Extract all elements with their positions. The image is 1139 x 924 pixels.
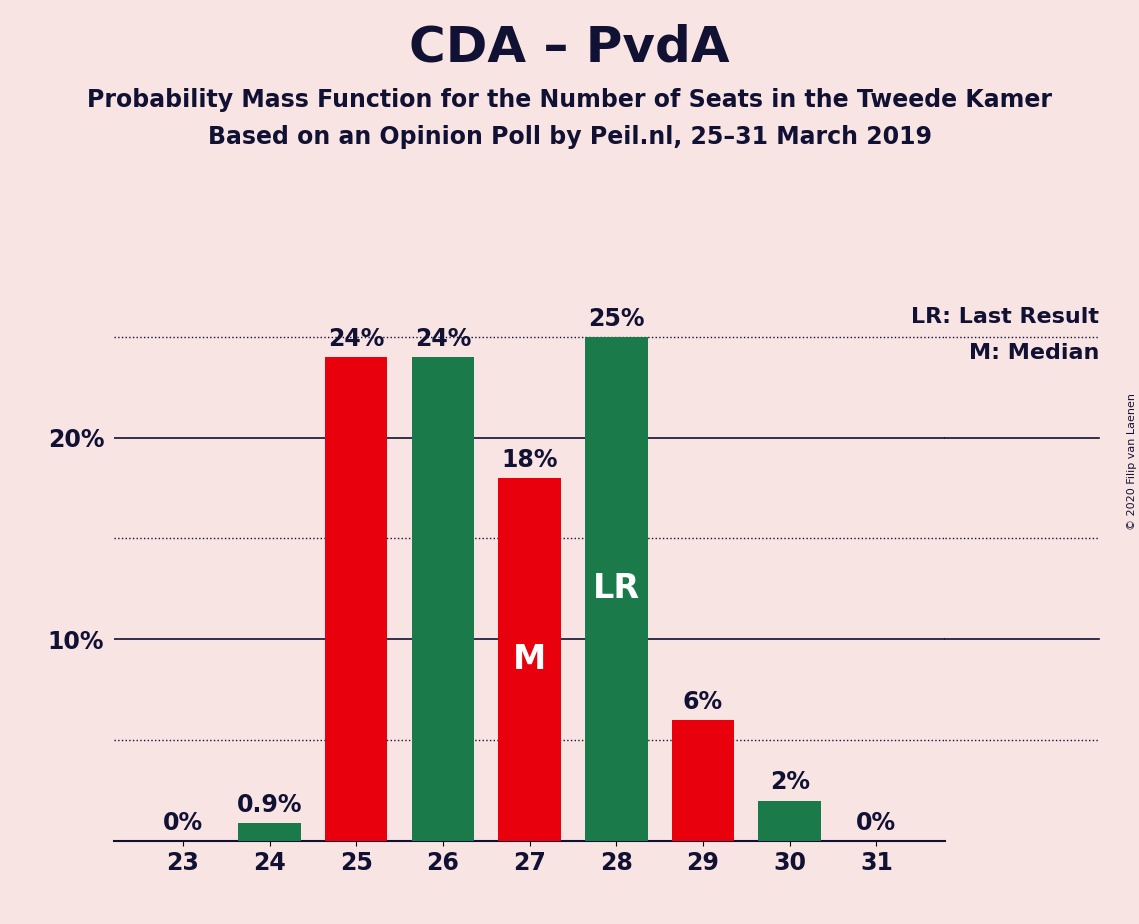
Bar: [499, 478, 560, 841]
Bar: [238, 822, 301, 841]
Text: CDA – PvdA: CDA – PvdA: [409, 23, 730, 71]
Bar: [759, 800, 821, 841]
Text: 2%: 2%: [770, 771, 810, 795]
Text: 24%: 24%: [415, 327, 472, 351]
Text: © 2020 Filip van Laenen: © 2020 Filip van Laenen: [1126, 394, 1137, 530]
Bar: [411, 357, 474, 841]
Text: 25%: 25%: [588, 307, 645, 331]
Text: Probability Mass Function for the Number of Seats in the Tweede Kamer: Probability Mass Function for the Number…: [87, 88, 1052, 112]
Text: LR: LR: [592, 572, 640, 605]
Text: 18%: 18%: [501, 448, 558, 472]
Text: 0%: 0%: [857, 810, 896, 834]
Bar: [585, 337, 648, 841]
Text: 0%: 0%: [163, 810, 203, 834]
Bar: [325, 357, 387, 841]
Text: 0.9%: 0.9%: [237, 793, 302, 817]
Text: LR: Last Result: LR: Last Result: [911, 307, 1099, 327]
Text: Based on an Opinion Poll by Peil.nl, 25–31 March 2019: Based on an Opinion Poll by Peil.nl, 25–…: [207, 125, 932, 149]
Text: 24%: 24%: [328, 327, 385, 351]
Text: M: M: [513, 643, 547, 675]
Bar: [672, 720, 735, 841]
Text: 6%: 6%: [683, 690, 723, 714]
Text: M: Median: M: Median: [969, 343, 1099, 363]
